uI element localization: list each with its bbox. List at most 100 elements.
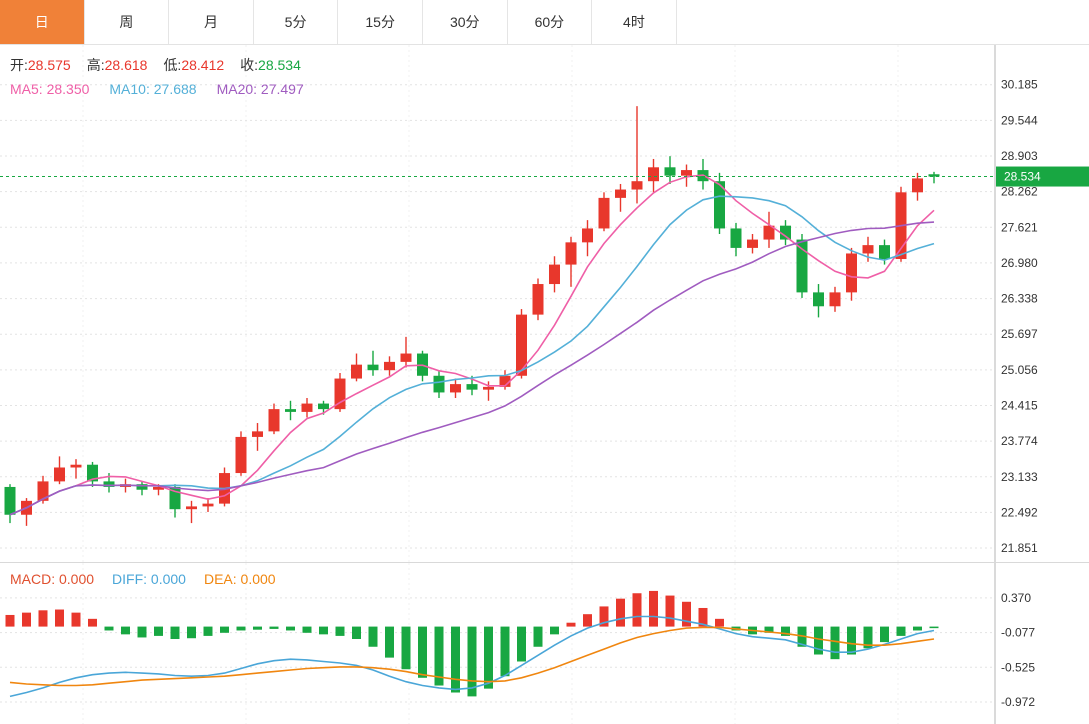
candlestick-chart[interactable]: 30.185 29.544 28.903 28.262 27.621 26.980 26.3… bbox=[0, 45, 1089, 562]
price-axis-label: 28.262 bbox=[1001, 185, 1038, 199]
price-axis-label: 21.851 bbox=[1001, 541, 1038, 555]
macd-bar bbox=[22, 612, 31, 627]
candle bbox=[846, 253, 857, 293]
macd-bar bbox=[698, 607, 708, 627]
price-axis-label: 22.492 bbox=[1001, 505, 1038, 519]
macd-chart[interactable]: 0.370 -0.077 -0.525 -0.972 bbox=[0, 563, 1089, 724]
candle bbox=[4, 486, 16, 515]
open-value: 28.575 bbox=[27, 57, 71, 73]
candle bbox=[829, 292, 841, 307]
price-axis-label: 23.133 bbox=[1001, 470, 1038, 484]
macd-bar bbox=[319, 626, 328, 635]
low-label: 低: bbox=[163, 57, 182, 73]
current-price-tag bbox=[996, 166, 1089, 187]
macd-bar bbox=[302, 626, 312, 633]
macd-bar bbox=[401, 626, 411, 670]
tab-5min[interactable]: 5分 bbox=[253, 0, 339, 44]
candle bbox=[780, 225, 791, 240]
macd-bar bbox=[55, 609, 64, 627]
tab-month[interactable]: 月 bbox=[169, 0, 254, 44]
candle bbox=[631, 181, 643, 190]
macd-bar bbox=[154, 626, 163, 636]
macd-panel: 0.370 -0.077 -0.525 -0.972 MACD: 0.000 DIFF:… bbox=[0, 562, 1089, 724]
macd-bar bbox=[682, 601, 691, 627]
macd-bar bbox=[253, 626, 262, 630]
macd-bar bbox=[814, 626, 823, 655]
macd-bar bbox=[764, 626, 774, 633]
macd-bar bbox=[286, 626, 295, 631]
open-label: 开: bbox=[10, 57, 28, 73]
candle bbox=[879, 245, 890, 260]
price-axis-label: 26.980 bbox=[1001, 256, 1038, 270]
macd-axis-label: -0.077 bbox=[1001, 626, 1035, 640]
candle bbox=[285, 409, 296, 412]
macd-bar bbox=[665, 595, 675, 627]
candle bbox=[862, 245, 874, 254]
close-value: 28.534 bbox=[258, 57, 301, 73]
close-label: 收: bbox=[240, 57, 259, 73]
macd-bar bbox=[88, 618, 97, 627]
macd-bar bbox=[583, 614, 592, 627]
ohlc-legend: 开:28.575 高:28.618 低:28.412 收:28.534 bbox=[10, 55, 317, 75]
candle bbox=[483, 386, 494, 390]
tab-30min[interactable]: 30分 bbox=[422, 0, 508, 44]
macd-bar bbox=[220, 626, 229, 633]
ma-legend: MA5: 28.350 MA10: 27.688 MA20: 27.497 bbox=[10, 81, 304, 97]
candle bbox=[648, 167, 659, 182]
candle bbox=[549, 264, 560, 285]
candle bbox=[153, 486, 164, 490]
candle bbox=[730, 228, 742, 248]
candle bbox=[450, 384, 461, 393]
tab-15min[interactable]: 15分 bbox=[338, 0, 423, 44]
macd-bar bbox=[863, 626, 873, 649]
macd-bar bbox=[599, 606, 609, 627]
candle bbox=[54, 467, 65, 482]
tab-day[interactable]: 日 bbox=[0, 0, 85, 44]
macd-bar bbox=[434, 626, 444, 686]
candle bbox=[70, 464, 82, 468]
candle bbox=[169, 486, 181, 510]
candle bbox=[664, 167, 676, 176]
price-axis-labels: 30.185 29.544 28.903 28.262 27.621 26.980 26.3… bbox=[1001, 78, 1038, 555]
candle bbox=[747, 239, 758, 248]
ma5-legend: MA5: 28.350 bbox=[10, 81, 90, 97]
timeframe-tabbar: 日 周 月 5分 15分 30分 60分 4时 bbox=[0, 0, 1089, 45]
candle bbox=[912, 178, 923, 193]
tabbar-filler bbox=[677, 0, 1089, 44]
macd-bar bbox=[715, 618, 724, 627]
macd-axis-labels: 0.370 -0.077 -0.525 -0.972 bbox=[1001, 591, 1035, 709]
macd-bar bbox=[616, 598, 625, 627]
macd-bar bbox=[467, 626, 477, 697]
macd-bar bbox=[533, 626, 543, 647]
candle bbox=[763, 225, 775, 240]
macd-bar bbox=[187, 626, 196, 639]
tab-4hour[interactable]: 4时 bbox=[592, 0, 677, 44]
tab-week[interactable]: 周 bbox=[84, 0, 170, 44]
macd-bar bbox=[137, 626, 147, 638]
candle bbox=[103, 481, 115, 487]
macd-bar bbox=[896, 626, 906, 636]
macd-bar bbox=[847, 626, 856, 655]
macd-bar bbox=[71, 612, 81, 627]
macd-axis-label: -0.972 bbox=[1001, 695, 1035, 709]
candle bbox=[351, 364, 362, 379]
tab-60min[interactable]: 60分 bbox=[507, 0, 593, 44]
macd-bar bbox=[418, 626, 427, 678]
macd-bar bbox=[5, 614, 15, 627]
price-axis-label: 27.621 bbox=[1001, 220, 1038, 234]
high-label: 高: bbox=[86, 57, 105, 73]
candle bbox=[384, 361, 395, 371]
main-gridlines bbox=[0, 45, 995, 562]
macd-bar bbox=[451, 626, 460, 693]
macd-axis-label: -0.525 bbox=[1001, 660, 1035, 674]
candle bbox=[367, 364, 379, 371]
macd-bar bbox=[104, 626, 114, 631]
candle bbox=[136, 484, 148, 490]
price-axis-label: 30.185 bbox=[1001, 78, 1038, 92]
candle bbox=[235, 436, 247, 474]
candle bbox=[268, 409, 280, 432]
ma10-line bbox=[9, 195, 935, 516]
macd-bar bbox=[385, 626, 394, 658]
price-axis-label: 24.415 bbox=[1001, 399, 1038, 413]
candle bbox=[334, 378, 346, 410]
